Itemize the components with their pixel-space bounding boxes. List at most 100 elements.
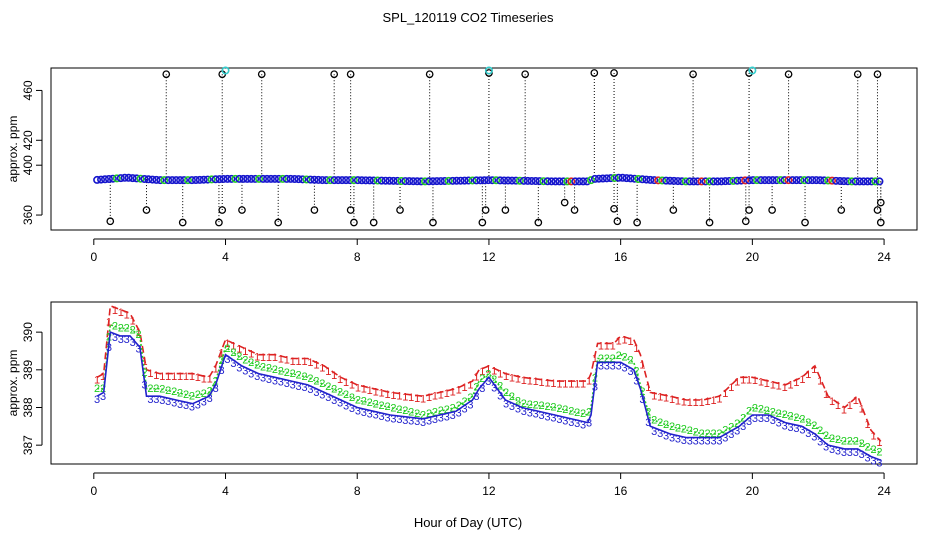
series-1-marker: 1 [610,341,616,353]
top-low-outlier-point [396,206,404,214]
top-baseline-marker [563,177,572,186]
top-cyan-outlier-point [221,66,230,75]
top-baseline-marker [555,177,564,186]
series-2-marker: 2 [171,386,177,398]
series-1-marker: 1 [402,391,408,403]
series-2-marker: 2 [219,355,225,367]
series-2-marker: 2 [699,428,705,440]
top-baseline-marker [464,176,473,185]
series-1-marker: 1 [420,393,426,405]
series-3-marker: 3 [645,417,651,429]
series-2-marker: 2 [456,400,462,412]
series-2-marker: 2 [254,360,260,372]
bottom-y-tick-label: 389 [21,359,35,379]
series-2-marker: 2 [319,378,325,390]
series-3-marker: 3 [444,411,450,423]
top-high-outlier-point [346,70,355,79]
series-3-marker: 3 [639,394,645,406]
series-2-marker: 2 [681,424,687,436]
top-y-tick-label: 420 [21,130,35,150]
series-2-marker: 2 [586,406,592,418]
series-2-marker: 2 [207,386,213,398]
top-low-outlier-point [478,218,487,227]
series-1-marker: 1 [627,336,633,348]
series-2-marker: 2 [248,357,254,369]
top-baseline-marker [310,175,319,184]
top-baseline-marker [381,176,390,185]
series-1-marker: 1 [693,397,699,409]
top-baseline-marker [239,174,248,183]
top-low-outlier-point [534,218,543,227]
series-2-marker: 2 [337,386,343,398]
top-y-tick-label: 360 [21,205,35,225]
series-1-marker: 1 [616,335,622,347]
series-2-marker: 2 [414,408,420,420]
top-high-outlier-point [689,70,697,79]
series-3-marker: 3 [574,418,580,430]
top-low-outlier-point [215,218,223,227]
series-2-marker: 2 [865,441,871,453]
series-1-marker: 1 [183,371,189,383]
top-baseline-marker [298,175,307,184]
top-baseline-marker [136,174,145,183]
top-baseline-marker [440,176,449,185]
top-baseline-marker [662,176,671,185]
top-baseline-marker [223,174,232,183]
series-1-marker: 1 [379,388,385,400]
series-1-marker: 1 [515,374,521,386]
series-2-marker: 2 [805,417,811,429]
top-baseline-marker [693,177,702,186]
series-3-marker: 3 [610,360,616,372]
series-2-marker: 2 [230,347,236,359]
series-1-marker: 1 [248,349,254,361]
series-2-marker: 2 [236,351,242,363]
series-2-marker: 2 [823,430,829,442]
series-3-marker: 3 [675,434,681,446]
top-baseline-marker [824,176,833,185]
series-2-marker: 2 [627,355,633,367]
series-3-marker: 3 [776,418,782,430]
series-1-marker: 1 [159,371,165,383]
top-baseline-marker [638,175,647,184]
series-2-marker: 2 [224,343,230,355]
series-2-marker: 2 [349,392,355,404]
top-baseline-marker [148,175,157,184]
top-low-outlier-point [876,198,885,207]
top-baseline-marker [650,176,659,185]
top-low-outlier-point [218,206,227,214]
series-1-marker: 1 [450,387,456,399]
top-baseline-marker [749,176,758,185]
series-2-marker: 2 [669,421,675,433]
top-baseline-marker [531,177,540,186]
top-low-outlier-point [876,218,885,227]
series-3-marker: 3 [746,416,752,428]
series-1-marker: 1 [272,352,278,364]
series-1-marker: 1 [396,391,402,403]
series-3-marker: 3 [224,354,230,366]
bottom-x-tick-label: 4 [222,484,229,498]
top-baseline-marker [484,176,493,185]
series-1-marker: 1 [331,370,337,382]
series-2-marker: 2 [716,428,722,440]
top-baseline-marker [302,175,311,184]
series-2-marker: 2 [384,401,390,413]
series-3-marker: 3 [544,411,550,423]
top-y-tick-label: 460 [21,80,35,100]
series-1-marker: 1 [141,356,147,368]
top-baseline-marker [820,176,829,185]
series-3-marker: 3 [325,392,331,404]
top-x-tick-label: 20 [746,250,760,264]
series-3-marker: 3 [663,430,669,442]
top-baseline-marker [812,176,821,185]
top-baseline-marker [231,174,240,183]
series-2-marker: 2 [201,388,207,400]
top-baseline-marker [804,176,813,185]
series-3-marker: 3 [432,414,438,426]
top-baseline-marker [705,177,714,186]
series-1-marker: 1 [130,316,136,328]
top-baseline-marker [614,173,623,182]
series-2-marker: 2 [130,325,136,337]
series-3-marker: 3 [236,362,242,374]
series-2-marker: 2 [841,435,847,447]
